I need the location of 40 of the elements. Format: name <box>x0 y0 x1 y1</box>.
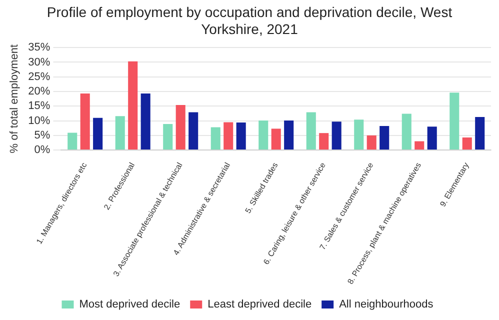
y-tick-label: 5% <box>34 129 50 142</box>
bar <box>258 120 268 150</box>
bar <box>414 141 424 150</box>
legend-label: Most deprived decile <box>79 298 180 311</box>
bar <box>140 94 150 150</box>
bar <box>224 122 234 150</box>
bar <box>210 127 220 150</box>
bar <box>354 120 364 150</box>
bar <box>163 124 173 150</box>
legend-label: Least deprived decile <box>208 298 312 311</box>
y-tick-label: 0% <box>34 144 50 156</box>
bar <box>236 122 246 150</box>
bar <box>380 126 390 150</box>
chart-title: Profile of employment by occupation and deprivation decile, West Yorkshire, 2021 <box>46 4 454 38</box>
y-tick-label: 35% <box>28 42 50 54</box>
bar <box>366 135 376 150</box>
bar <box>93 118 103 150</box>
bar <box>450 92 460 150</box>
y-tick-label: 15% <box>28 100 50 112</box>
y-tick-label: 20% <box>28 86 50 98</box>
bar <box>427 126 437 150</box>
bar <box>80 94 90 150</box>
bar <box>128 61 138 150</box>
bar <box>115 116 125 150</box>
bar <box>462 137 472 150</box>
bar <box>402 114 412 150</box>
y-tick-label: 10% <box>28 114 50 127</box>
bar <box>68 132 78 150</box>
bar <box>306 112 316 150</box>
bar <box>271 128 281 150</box>
y-tick-label: 30% <box>28 56 50 68</box>
y-axis-title: % of total employment <box>8 44 21 154</box>
bar <box>475 116 485 150</box>
bar <box>176 104 186 150</box>
bar <box>319 133 329 150</box>
legend-label: All neighbourhoods <box>339 298 434 311</box>
y-tick-label: 25% <box>28 70 50 83</box>
bar <box>284 120 294 150</box>
bar <box>188 112 198 150</box>
bar <box>332 122 342 150</box>
